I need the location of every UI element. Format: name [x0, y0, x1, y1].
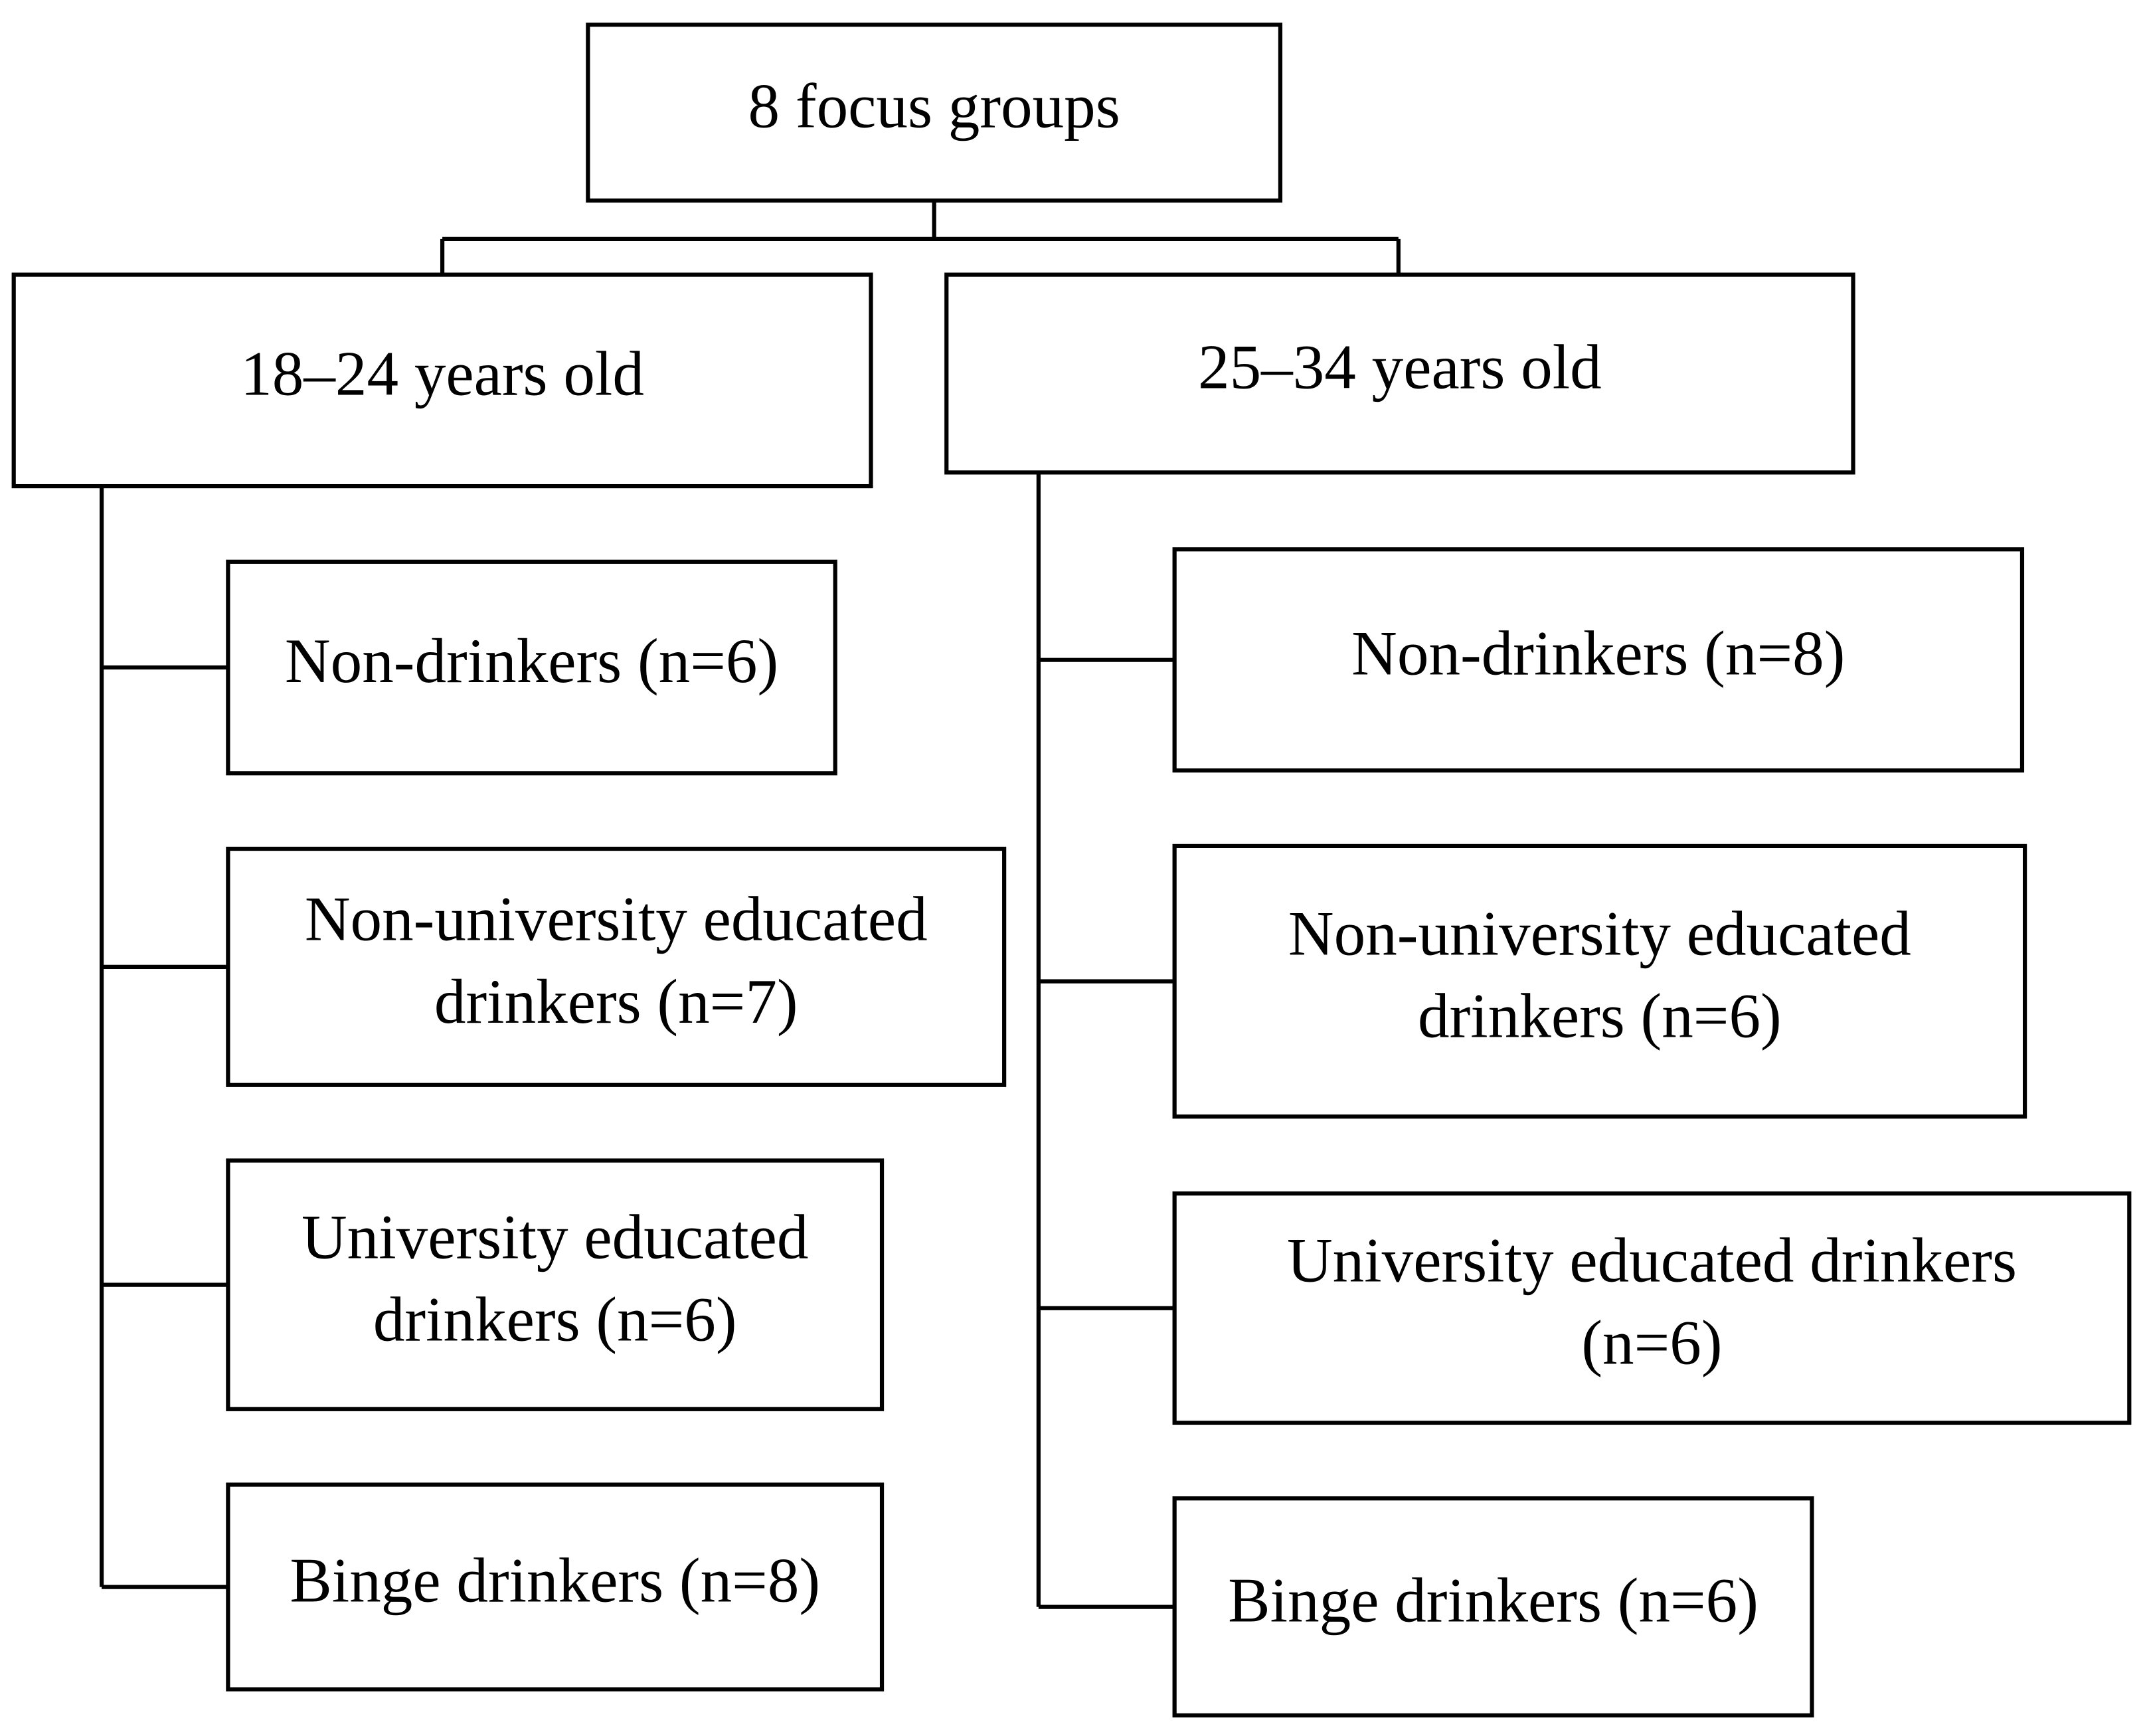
subgroup-box	[1172, 1191, 2132, 1425]
subgroup-label: Non-university educated	[1288, 898, 1911, 968]
subgroup-label: University educated	[301, 1201, 808, 1272]
subgroup-label: Non-university educated	[305, 884, 928, 954]
root-box	[586, 23, 1283, 203]
subgroup-box	[226, 1482, 885, 1692]
subgroup-label: University educated drinkers	[1287, 1225, 2017, 1296]
group-label: 25–34 years old	[1198, 331, 1602, 402]
subgroup-label: Binge drinkers (n=6)	[1228, 1565, 1758, 1635]
subgroup-box	[226, 846, 1007, 1087]
subgroup-label: Non-drinkers (n=8)	[1351, 618, 1845, 689]
subgroup-label: Non-drinkers (n=6)	[285, 626, 778, 696]
subgroup-box	[1172, 1496, 1814, 1718]
subgroup-box	[1172, 547, 2025, 773]
subgroup-label: Binge drinkers (n=8)	[290, 1545, 820, 1615]
subgroup-label: drinkers (n=7)	[434, 966, 798, 1037]
subgroup-box	[1172, 843, 2027, 1119]
subgroup-box	[226, 1158, 885, 1411]
group-box	[11, 272, 873, 489]
subgroup-label: drinkers (n=6)	[1418, 980, 1782, 1051]
subgroup-label: drinkers (n=6)	[373, 1284, 737, 1355]
subgroup-box	[226, 559, 837, 776]
group-label: 18–24 years old	[240, 339, 644, 409]
subgroup-label: (n=6)	[1581, 1308, 1722, 1378]
root-label: 8 focus groups	[748, 70, 1120, 141]
group-box	[944, 272, 1855, 475]
